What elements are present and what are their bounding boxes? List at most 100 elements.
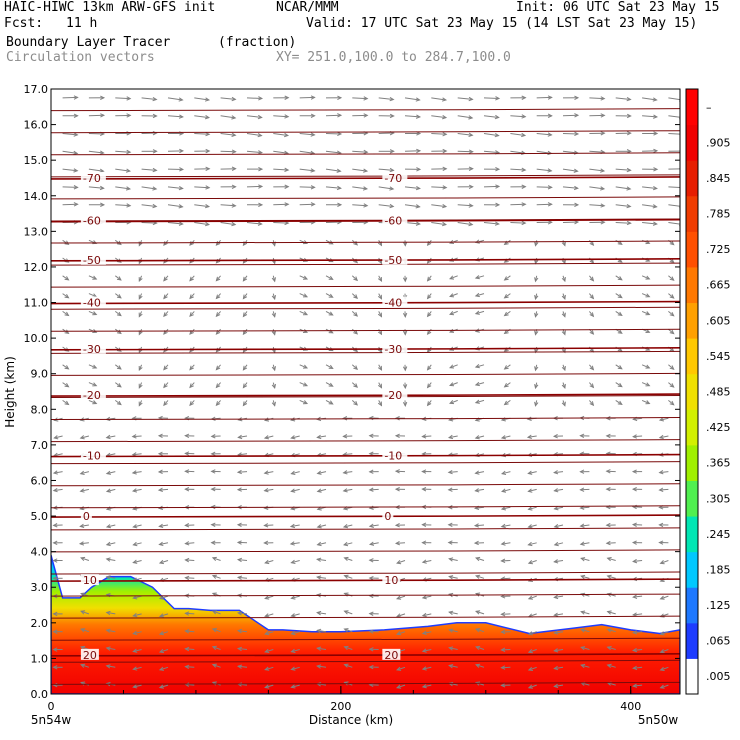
vector-arrow xyxy=(668,166,680,172)
vector-arrow xyxy=(215,400,221,407)
vector-arrow xyxy=(342,434,353,439)
vector-arrow xyxy=(615,203,632,209)
vector-arrow xyxy=(316,470,327,475)
vector-arrow xyxy=(271,400,276,407)
vector-arrow xyxy=(132,630,142,636)
vector-arrow xyxy=(211,645,221,650)
vector-arrow xyxy=(378,167,395,173)
vector-arrow xyxy=(447,540,458,545)
vector-arrow xyxy=(88,95,106,100)
vector-arrow xyxy=(88,185,105,191)
vector-arrow xyxy=(194,114,211,120)
vector-arrow xyxy=(271,293,276,301)
vector-arrow xyxy=(246,150,263,155)
vector-arrow xyxy=(246,184,264,189)
vector-arrow xyxy=(115,399,122,406)
vector-arrow xyxy=(658,522,669,528)
vector-arrow xyxy=(500,541,511,546)
vector-arrow xyxy=(483,202,501,208)
vector-arrow xyxy=(475,556,485,562)
vector-arrow xyxy=(615,96,632,102)
vector-arrow xyxy=(220,96,237,102)
colorbar-swatch xyxy=(686,160,698,197)
vector-arrow xyxy=(158,684,169,689)
vector-arrow xyxy=(115,310,122,317)
vector-arrow xyxy=(449,399,458,405)
vector-arrow xyxy=(642,167,659,172)
vector-arrow xyxy=(421,684,432,689)
vector-arrow xyxy=(290,666,300,671)
vector-arrow xyxy=(394,540,406,546)
vector-arrow xyxy=(605,433,616,439)
vector-arrow xyxy=(189,293,195,300)
colorbar-swatch xyxy=(686,551,698,588)
vector-arrow xyxy=(615,293,623,299)
vector-arrow xyxy=(500,506,511,511)
vector-arrow xyxy=(448,628,458,633)
isotherm-line xyxy=(51,108,680,112)
y-tick-label: 9.0 xyxy=(31,368,49,381)
vector-arrow xyxy=(264,613,274,618)
vector-arrow xyxy=(215,293,221,300)
vector-arrow xyxy=(264,666,274,671)
vector-arrow xyxy=(426,400,432,407)
valid-time: Valid: 17 UTC Sat 23 May 15 (14 LST Sat … xyxy=(306,16,698,31)
vector-arrow xyxy=(237,434,248,440)
vector-arrow xyxy=(527,684,537,689)
vector-arrow xyxy=(167,221,184,226)
vector-arrow xyxy=(632,612,643,617)
vector-arrow xyxy=(246,202,264,208)
vector-arrow xyxy=(236,646,248,652)
vector-arrow xyxy=(194,166,211,172)
vector-arrow xyxy=(215,364,221,371)
vector-arrow xyxy=(351,364,359,371)
vector-arrow xyxy=(316,488,327,493)
vector-arrow xyxy=(88,310,98,316)
isotherm-labeled-line xyxy=(51,258,680,262)
vector-arrow xyxy=(431,114,448,120)
vector-arrow xyxy=(378,96,395,102)
vector-arrow xyxy=(553,541,564,547)
vector-arrow xyxy=(553,506,564,511)
vector-arrow xyxy=(527,470,537,475)
vector-arrow xyxy=(475,610,485,615)
vector-arrow xyxy=(184,629,195,634)
vector-arrow xyxy=(377,400,383,407)
vector-arrow xyxy=(377,311,383,318)
vector-arrow xyxy=(52,487,63,493)
isotherm-line xyxy=(51,483,680,487)
vector-arrow xyxy=(299,202,316,207)
vector-arrow xyxy=(351,293,359,299)
vector-arrow xyxy=(457,221,474,227)
vector-arrow xyxy=(368,505,379,510)
vector-arrow xyxy=(289,523,300,529)
vector-arrow xyxy=(552,433,564,439)
vector-arrow xyxy=(184,664,195,670)
vector-arrow xyxy=(194,185,211,190)
vector-arrow xyxy=(426,364,432,371)
vector-arrow xyxy=(536,220,553,225)
isotherm-line xyxy=(51,284,680,288)
vector-arrow xyxy=(378,186,395,191)
vector-arrow xyxy=(141,186,158,191)
vector-arrow xyxy=(668,275,675,281)
isotherm-labeled-line xyxy=(51,453,680,458)
vector-arrow xyxy=(561,311,566,318)
vector-arrow xyxy=(141,113,158,119)
vector-arrow xyxy=(579,487,590,492)
vector-arrow xyxy=(210,487,221,492)
vector-arrow xyxy=(62,275,70,281)
vector-arrow xyxy=(536,168,553,173)
isotherm-label: -50 xyxy=(83,254,101,267)
forecast-hour: 11 h xyxy=(66,16,98,31)
vector-arrow xyxy=(503,382,511,388)
y-tick-label: 11.0 xyxy=(24,297,49,310)
vector-arrow xyxy=(642,185,658,191)
vector-arrow xyxy=(158,541,169,546)
vector-arrow xyxy=(211,574,221,579)
vector-arrow xyxy=(105,610,116,616)
vector-arrow xyxy=(263,540,274,546)
vector-arrow xyxy=(394,433,406,439)
overlay-name: Circulation vectors xyxy=(6,50,155,65)
vector-arrow xyxy=(351,328,359,335)
